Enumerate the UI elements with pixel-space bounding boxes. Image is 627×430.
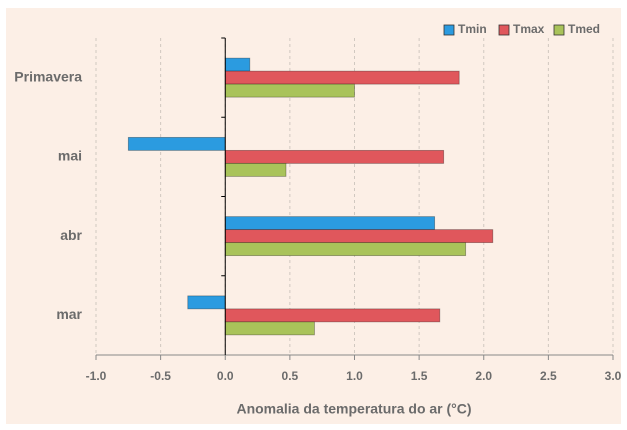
bar [224, 149, 445, 164]
x-tick-label: 2.0 [475, 369, 492, 383]
legend-label: Tmed [568, 22, 600, 36]
bar [187, 295, 226, 310]
y-tick-label: mar [56, 306, 82, 322]
x-tick-label: 1.5 [411, 369, 428, 383]
x-tick-label: 1.0 [346, 369, 363, 383]
bar [224, 308, 441, 323]
x-axis-title: Anomalia da temperatura do ar (°C) [236, 401, 471, 417]
y-tick-label: abr [60, 227, 82, 243]
x-tick-label: 0.0 [217, 369, 234, 383]
legend-label: Tmin [458, 22, 487, 36]
legend-label: Tmax [513, 22, 545, 36]
bar [224, 216, 436, 231]
legend-swatch [498, 24, 510, 36]
x-tick-label: -0.5 [150, 369, 171, 383]
chart-background [6, 8, 621, 424]
legend-swatch [443, 24, 455, 36]
bar [224, 321, 315, 336]
y-tick-label: mai [58, 148, 82, 164]
legend-swatch [553, 24, 565, 36]
bar [127, 136, 226, 151]
x-tick-label: 2.5 [540, 369, 557, 383]
bar [224, 242, 467, 257]
x-tick-label: 0.5 [282, 369, 299, 383]
x-tick-label: 3.0 [605, 369, 622, 383]
bar [224, 83, 355, 98]
x-tick-label: -1.0 [86, 369, 107, 383]
bar [224, 162, 287, 177]
bar [224, 57, 251, 72]
y-tick-label: Primavera [14, 68, 82, 84]
bar [224, 229, 494, 244]
bar [224, 70, 460, 85]
